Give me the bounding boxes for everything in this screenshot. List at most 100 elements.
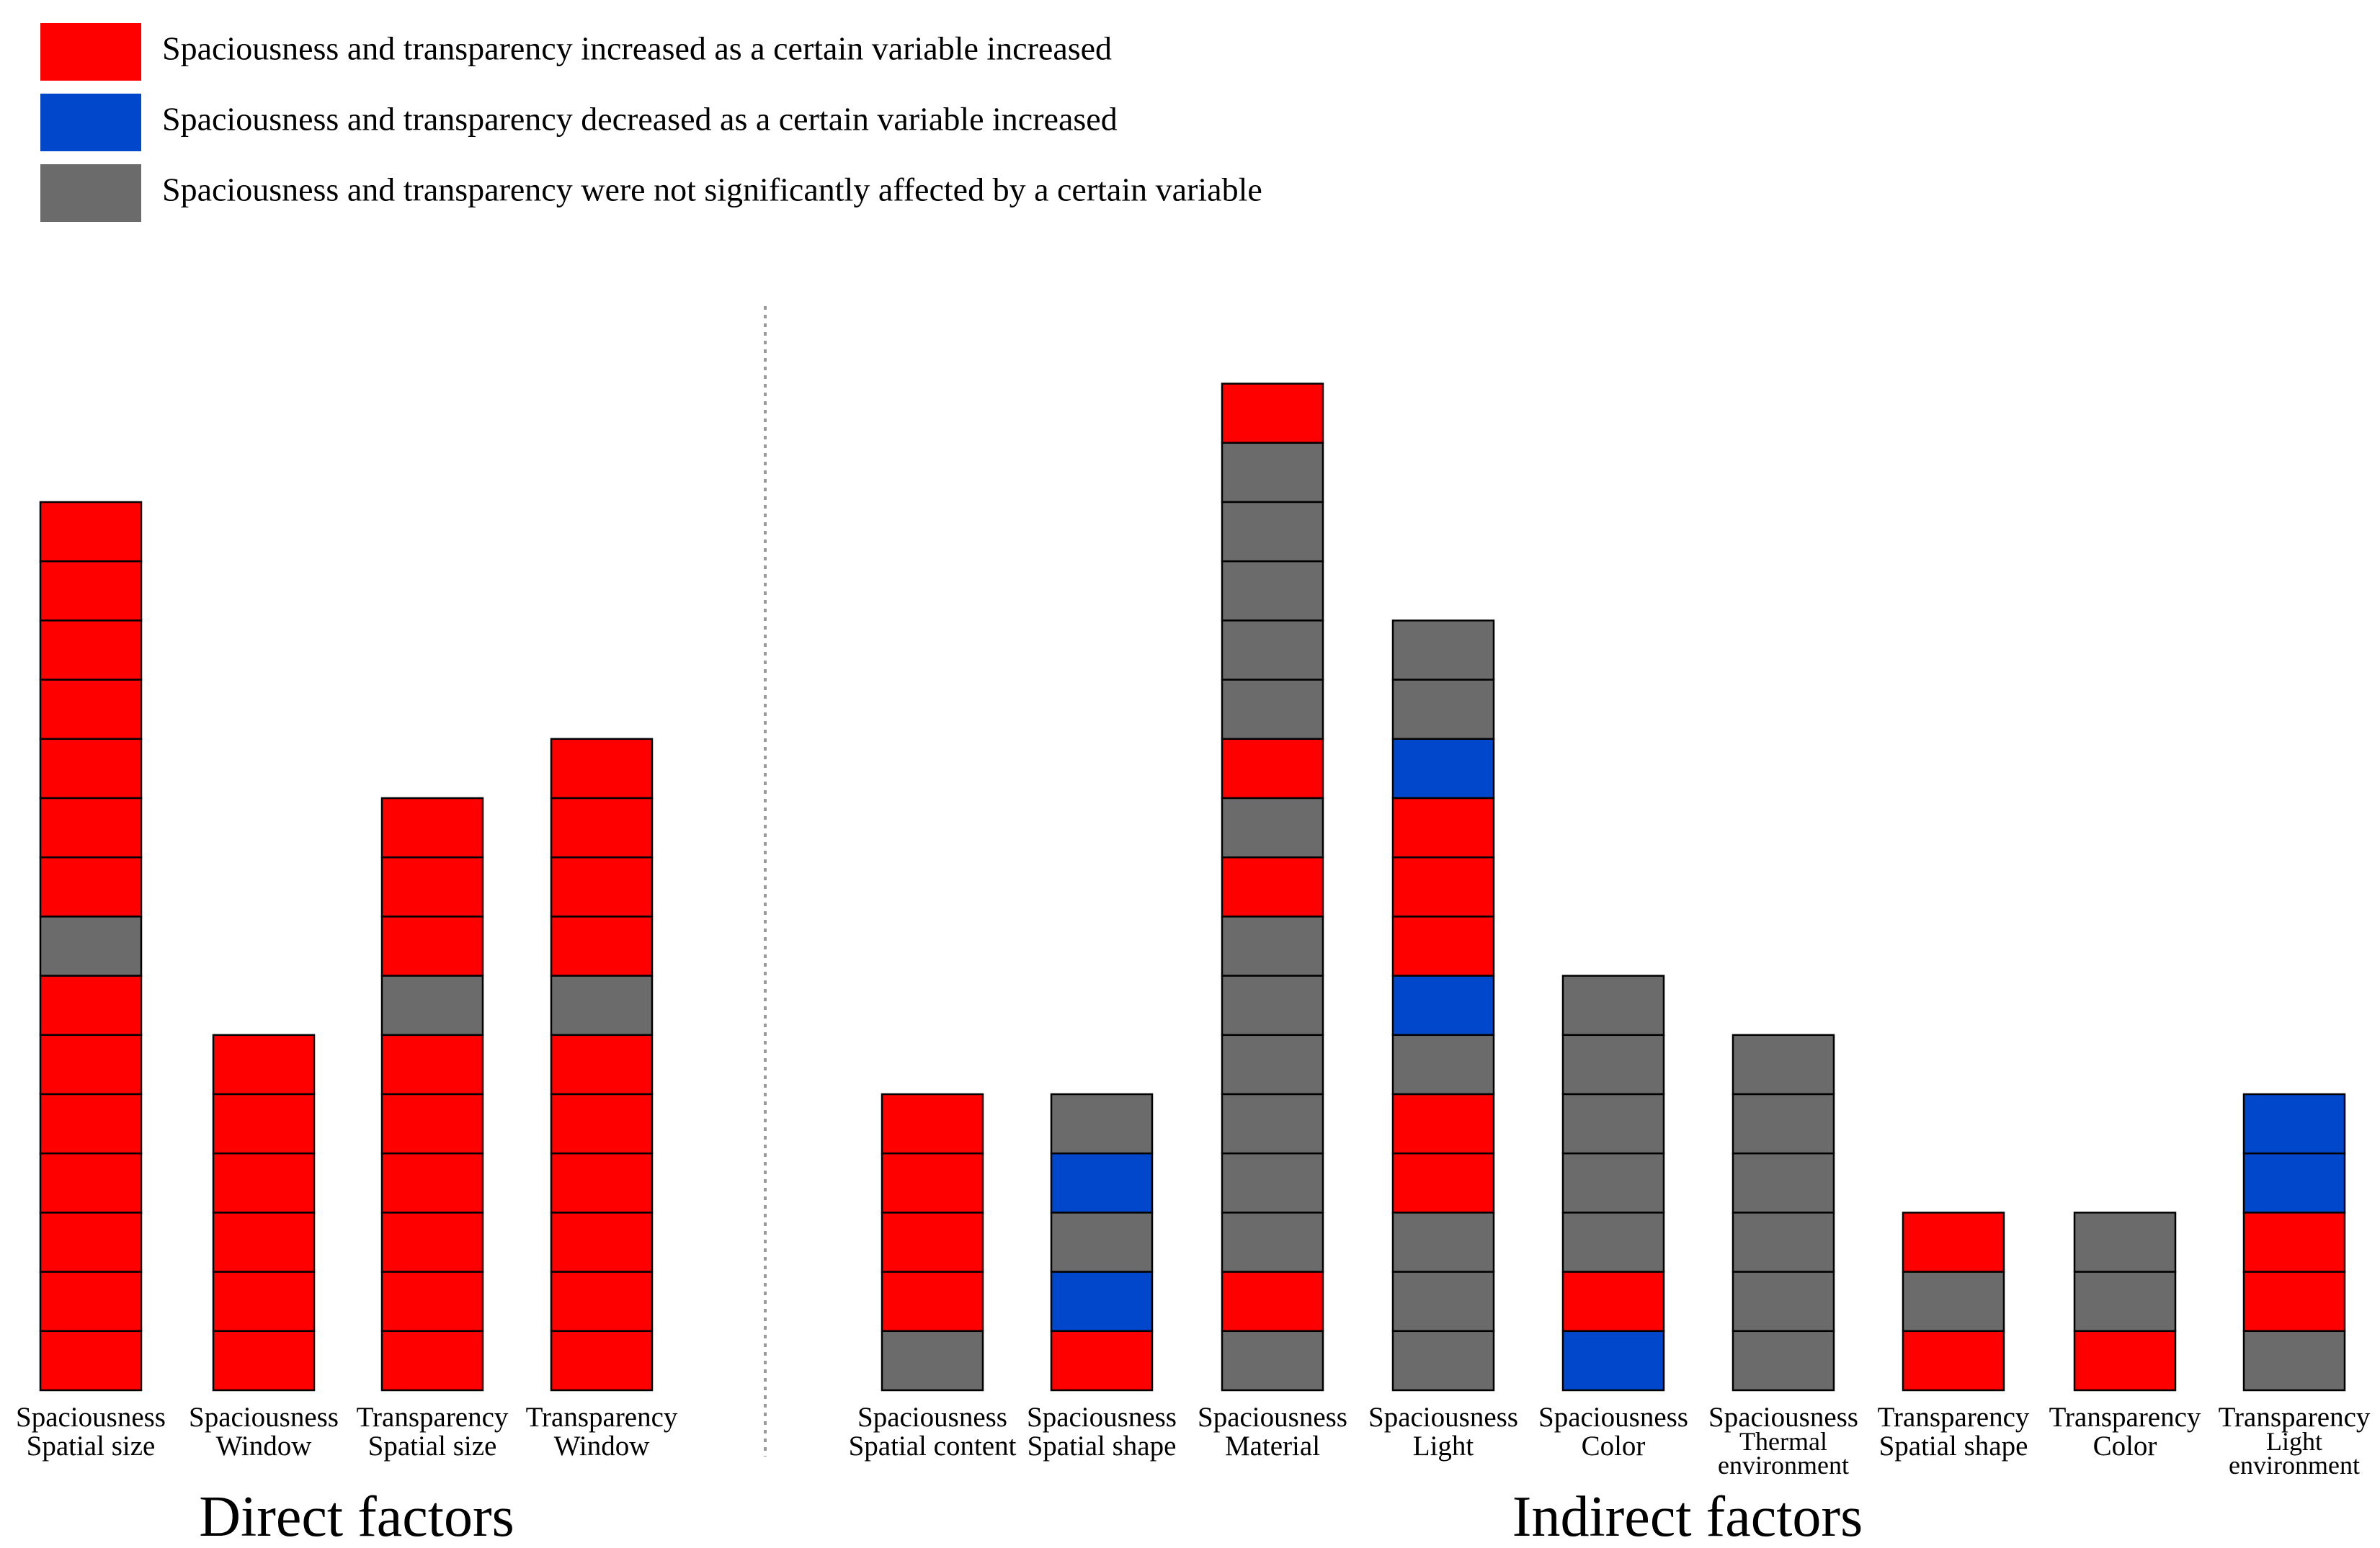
- bar-segment-not-significant: [1221, 501, 1324, 563]
- bar-segment-increased: [550, 1330, 654, 1392]
- bar-segment-increased: [380, 856, 484, 918]
- bar-segment-decreased: [1050, 1271, 1154, 1333]
- bar-segment-increased: [212, 1034, 316, 1096]
- bar-segment-increased: [380, 1212, 484, 1273]
- bar-segment-not-significant: [2242, 1330, 2346, 1392]
- tick-label: Thermal: [1739, 1427, 1827, 1456]
- tick-label: Spaciousness: [1708, 1402, 1858, 1433]
- bar-segment-not-significant: [550, 975, 654, 1037]
- bar-segment-increased: [1391, 1152, 1495, 1214]
- bar-segment-not-significant: [1731, 1034, 1835, 1096]
- tick-label: environment: [1718, 1451, 1849, 1480]
- tick-label: Spaciousness: [16, 1402, 166, 1433]
- bar-segment-not-significant: [1391, 679, 1495, 741]
- tick-label: Spatial size: [368, 1431, 497, 1462]
- bar-segment-increased: [881, 1212, 984, 1273]
- bar-direct-1: [39, 501, 143, 1392]
- bar-indirect-5: [1561, 975, 1665, 1392]
- bar-segment-increased: [1902, 1212, 2005, 1273]
- bar-segment-increased: [550, 1034, 654, 1096]
- bar-segment-increased: [212, 1212, 316, 1273]
- bar-segment-decreased: [2242, 1093, 2346, 1155]
- bar-segment-not-significant: [1731, 1212, 1835, 1273]
- bar-segment-decreased: [1050, 1152, 1154, 1214]
- bar-segment-increased: [380, 916, 484, 977]
- bar-segment-increased: [39, 1034, 143, 1096]
- bar-segment-not-significant: [1050, 1212, 1154, 1273]
- bar-segment-not-significant: [1561, 1034, 1665, 1096]
- bar-segment-increased: [39, 738, 143, 800]
- bar-segment-increased: [550, 1271, 654, 1333]
- bar-segment-not-significant: [2073, 1271, 2177, 1333]
- tick-label: Transparency: [2049, 1402, 2201, 1433]
- bar-segment-increased: [2073, 1330, 2177, 1392]
- bar-segment-increased: [2242, 1271, 2346, 1333]
- legend-label-decreased: Spaciousness and transparency decreased …: [162, 101, 1118, 138]
- bar-segment-increased: [39, 1212, 143, 1273]
- bar-segment-increased: [39, 501, 143, 563]
- bar-segment-increased: [39, 1093, 143, 1155]
- bar-segment-increased: [550, 1212, 654, 1273]
- tick-label: Spaciousness: [189, 1402, 339, 1433]
- bar-segment-increased: [881, 1152, 984, 1214]
- tick-label: Spatial shape: [1879, 1431, 2028, 1462]
- bar-segment-decreased: [2242, 1152, 2346, 1214]
- legend-label-not-significant: Spaciousness and transparency were not s…: [162, 171, 1262, 208]
- bar-segment-decreased: [1561, 1330, 1665, 1392]
- tick-label: Color: [1582, 1431, 1646, 1462]
- tick-label: Material: [1225, 1431, 1320, 1462]
- bar-segment-increased: [1391, 797, 1495, 859]
- bar-segment-increased: [1902, 1330, 2005, 1392]
- bar-segment-increased: [380, 797, 484, 859]
- bar-segment-not-significant: [1731, 1330, 1835, 1392]
- bar-segment-not-significant: [1221, 1093, 1324, 1155]
- bar-segment-not-significant: [1221, 679, 1324, 741]
- bar-segment-increased: [39, 975, 143, 1037]
- bar-segment-increased: [212, 1093, 316, 1155]
- bar-segment-not-significant: [1731, 1271, 1835, 1333]
- bar-segment-not-significant: [1391, 619, 1495, 681]
- bar-segment-not-significant: [1221, 797, 1324, 859]
- tick-label: Color: [2093, 1431, 2157, 1462]
- bar-indirect-3: [1221, 382, 1324, 1392]
- bar-segment-increased: [39, 856, 143, 918]
- tick-label: Spaciousness: [1027, 1402, 1177, 1433]
- bar-segment-increased: [1221, 382, 1324, 444]
- bar-segment-increased: [380, 1330, 484, 1392]
- bar-segment-increased: [39, 560, 143, 622]
- tick-label: Spatial content: [849, 1431, 1017, 1462]
- bar-segment-increased: [380, 1271, 484, 1333]
- bar-segment-not-significant: [1902, 1271, 2005, 1333]
- bar-segment-increased: [212, 1152, 316, 1214]
- bar-segment-increased: [1391, 916, 1495, 977]
- tick-label: Spatial size: [27, 1431, 156, 1462]
- bar-indirect-6: [1731, 1034, 1835, 1392]
- bar-direct-2: [212, 1034, 316, 1392]
- tick-label: Transparency: [526, 1402, 678, 1433]
- bar-segment-decreased: [1391, 975, 1495, 1037]
- bar-segment-not-significant: [1561, 1212, 1665, 1273]
- bar-segment-increased: [550, 738, 654, 800]
- bar-segment-increased: [1221, 738, 1324, 800]
- bar-segment-increased: [380, 1152, 484, 1214]
- bar-indirect-1: [881, 1093, 984, 1392]
- bar-segment-increased: [881, 1093, 984, 1155]
- bar-segment-increased: [212, 1271, 316, 1333]
- group-title-direct: Direct factors: [199, 1485, 514, 1548]
- bar-segment-increased: [39, 1152, 143, 1214]
- bar-segment-increased: [550, 856, 654, 918]
- tick-label: Transparency: [1878, 1402, 2030, 1433]
- bar-segment-not-significant: [1221, 1152, 1324, 1214]
- bar-segment-not-significant: [1561, 1152, 1665, 1214]
- bar-indirect-9: [2242, 1093, 2346, 1392]
- bar-segment-not-significant: [2073, 1212, 2177, 1273]
- bar-segment-not-significant: [1561, 1093, 1665, 1155]
- tick-label: Window: [554, 1431, 650, 1462]
- bar-segment-not-significant: [1221, 975, 1324, 1037]
- bar-segment-increased: [380, 1093, 484, 1155]
- bar-segment-increased: [550, 1093, 654, 1155]
- legend-label-increased: Spaciousness and transparency increased …: [162, 30, 1112, 67]
- legend-swatch-not-significant: [40, 164, 141, 222]
